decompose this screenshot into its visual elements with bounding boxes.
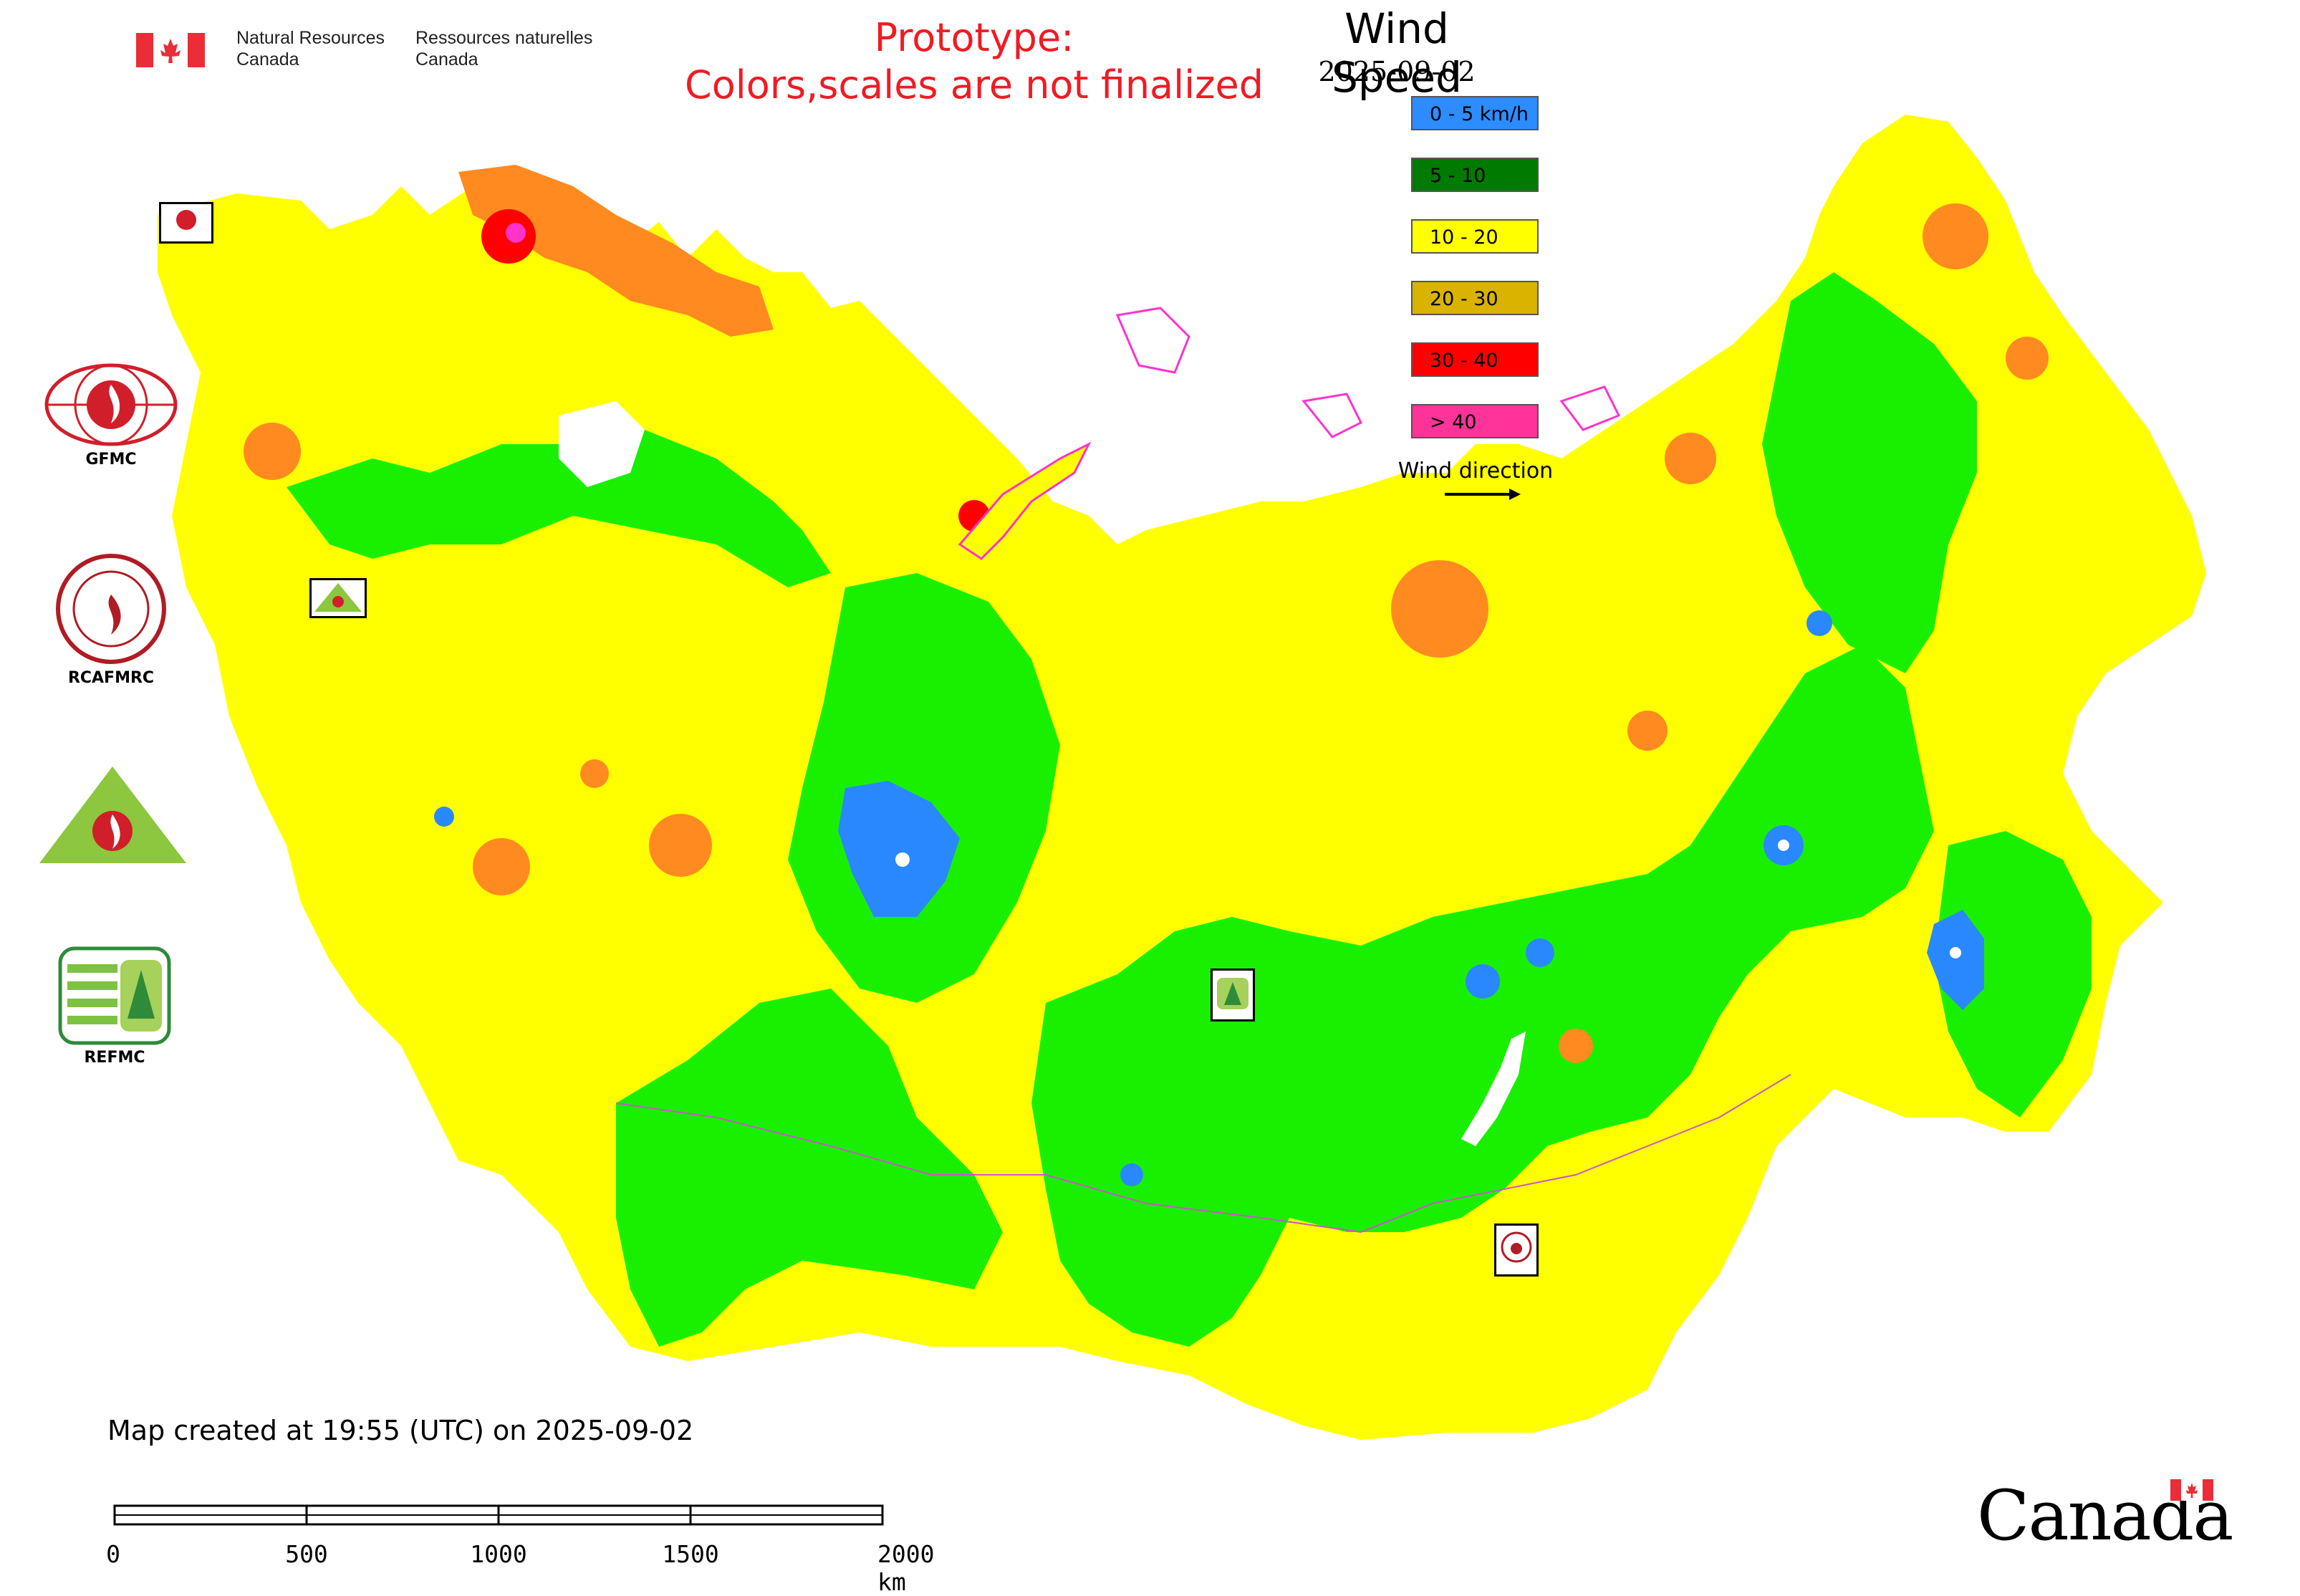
gfmc-logo-icon xyxy=(44,363,178,446)
zone-extreme-spot xyxy=(506,223,526,243)
scale-label-1500: 1500 xyxy=(662,1540,719,1568)
white-sea xyxy=(559,401,645,487)
map-marker-gfmc[interactable] xyxy=(159,202,213,244)
prototype-notice: Prototype: Colors,scales are not finaliz… xyxy=(616,14,1332,109)
arctic-islands xyxy=(1115,307,1621,438)
zone-fresh-spot xyxy=(1391,560,1488,658)
zone-calm-spot xyxy=(1806,610,1832,636)
scale-label-1000: 1000 xyxy=(470,1540,527,1568)
canada-flag-icon xyxy=(136,33,205,67)
notice-line2: Colors,scales are not finalized xyxy=(685,62,1264,107)
zone-light-east xyxy=(1762,272,1977,673)
canada-wordmark-flag-icon xyxy=(2170,1479,2213,1501)
agency-name-fr: Ressources naturelles Canada xyxy=(415,27,592,70)
refmc-marker-icon xyxy=(1217,978,1248,1009)
wind-direction-arrow-icon xyxy=(1445,489,1521,500)
land-hole xyxy=(1778,840,1789,851)
notice-line1: Prototype: xyxy=(874,15,1074,60)
zone-fresh-spot xyxy=(473,838,530,895)
scale-label-2000: 2000 km xyxy=(877,1540,935,1596)
zone-fresh-spot xyxy=(1923,203,1988,269)
legend-item-30-40: 30 - 40 xyxy=(1411,342,1539,377)
zone-calm-spot xyxy=(1120,1163,1143,1186)
zone-fresh-spot xyxy=(1559,1029,1593,1063)
reefmc-logo-icon xyxy=(39,766,186,863)
refmc-logo-icon xyxy=(58,946,171,1045)
scale-bar: 0 500 1000 1500 2000 km xyxy=(100,1497,974,1596)
legend-item-0-5: 0 - 5 km/h xyxy=(1411,96,1539,130)
partner-refmc: REFMC xyxy=(57,946,172,1067)
map-marker-reefmc[interactable] xyxy=(309,578,367,618)
gc-signature: Natural Resources Canada Ressources natu… xyxy=(136,27,609,77)
zone-calm-spot xyxy=(1466,964,1500,999)
partner-rcafmrc: RCAFMRC xyxy=(54,552,168,687)
partner-label-gfmc: GFMC xyxy=(85,451,137,468)
zone-fresh-spot xyxy=(580,759,609,788)
gfmc-marker-icon xyxy=(176,210,196,230)
reefmc-marker-icon xyxy=(314,583,362,612)
map-title: Wind Speed xyxy=(1332,4,1462,102)
zone-light-urals xyxy=(788,573,1060,1003)
lake-baikal xyxy=(1461,1032,1526,1146)
zone-light-far-east xyxy=(1934,831,2092,1117)
land-hole xyxy=(895,852,910,867)
legend-item-10-20: 10 - 20 xyxy=(1411,219,1539,254)
agency-en-line1: Natural Resources xyxy=(236,28,385,48)
scale-label-0: 0 xyxy=(106,1540,120,1568)
zone-fresh-spot xyxy=(1665,433,1716,484)
zone-light-southwest xyxy=(616,989,1003,1347)
legend-item-over-40: > 40 xyxy=(1411,404,1539,438)
zone-calm-spot xyxy=(1526,938,1554,967)
map-marker-rcafmrc[interactable] xyxy=(1494,1224,1539,1277)
partner-gfmc: GFMC xyxy=(39,362,183,468)
novaya-zemlya xyxy=(958,441,1092,560)
zone-fresh-spot xyxy=(244,423,301,480)
partner-reefmc xyxy=(36,763,190,873)
country-border xyxy=(615,1074,1791,1234)
agency-fr-line1: Ressources naturelles xyxy=(415,28,593,48)
rcafmrc-marker-icon xyxy=(1501,1231,1532,1263)
zone-fresh-north xyxy=(458,165,774,337)
legend: 0 - 5 km/h 5 - 10 10 - 20 20 - 30 30 - 4… xyxy=(1411,96,1554,440)
zone-fresh-spot xyxy=(2006,337,2049,380)
partner-label-refmc: REFMC xyxy=(84,1049,145,1067)
agency-name-en: Natural Resources Canada xyxy=(236,27,385,70)
wind-direction-label: Wind direction xyxy=(1397,458,1554,484)
legend-item-20-30: 20 - 30 xyxy=(1411,281,1539,315)
scale-label-500: 500 xyxy=(285,1540,328,1568)
legend-item-5-10: 5 - 10 xyxy=(1411,158,1539,192)
scale-bar-graphic xyxy=(113,1504,884,1526)
agency-fr-line2: Canada xyxy=(415,49,478,69)
zone-fresh-spot xyxy=(649,814,712,877)
agency-en-line2: Canada xyxy=(236,49,299,69)
map-date: 2025-09-02 xyxy=(1318,56,1476,87)
zone-calm-spot xyxy=(434,807,454,827)
rcafmrc-logo-icon xyxy=(56,554,166,664)
map-created-note: Map created at 19:55 (UTC) on 2025-09-02 xyxy=(107,1415,694,1446)
partner-label-rcafmrc: RCAFMRC xyxy=(67,669,155,687)
land-hole xyxy=(1950,947,1961,958)
map-marker-refmc[interactable] xyxy=(1211,968,1255,1021)
zone-fresh-spot xyxy=(1627,711,1668,751)
zone-calm-far-east xyxy=(1927,910,1984,1010)
zone-light-west xyxy=(287,430,831,587)
zone-calm-ural xyxy=(838,781,960,917)
